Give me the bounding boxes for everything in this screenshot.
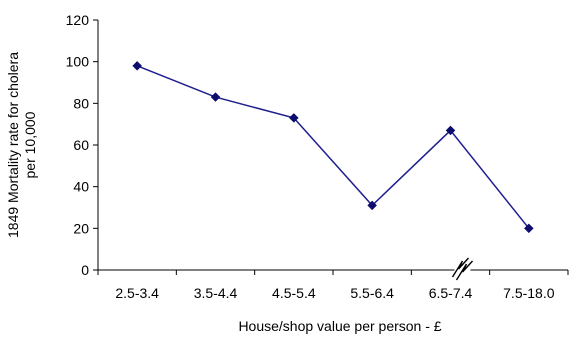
y-tick-label: 20 — [73, 220, 89, 236]
data-point — [132, 60, 143, 71]
y-axis-title-line: per 10,000 — [22, 111, 38, 178]
y-tick-label: 60 — [73, 137, 89, 153]
axis-break-line — [455, 260, 474, 281]
x-tick-label: 5.5-6.4 — [350, 285, 394, 301]
y-ticks: 0 20 40 60 80 100 120 — [66, 12, 98, 278]
data-point — [367, 200, 378, 211]
x-axis-title: House/shop value per person - £ — [238, 318, 441, 334]
series-line — [136, 65, 530, 229]
axis-break-mark — [451, 257, 474, 281]
data-point — [523, 223, 534, 234]
x-ticks: 2.5-3.4 3.5-4.4 4.5-5.4 5.5-6.4 6.5-7.4 7.5-1… — [97, 270, 569, 301]
x-tick-label: 7.5-18.0 — [503, 285, 555, 301]
y-tick-label: 100 — [66, 54, 90, 70]
x-tick-label: 2.5-3.4 — [115, 285, 159, 301]
data-point — [288, 113, 299, 123]
y-tick-label: 80 — [73, 95, 89, 111]
data-point — [210, 92, 221, 102]
x-tick-label: 6.5-7.4 — [429, 285, 473, 301]
x-tick-label: 4.5-5.4 — [272, 285, 316, 301]
y-tick-label: 40 — [73, 179, 89, 195]
series-group — [132, 60, 534, 234]
data-point — [445, 125, 456, 136]
y-tick-label: 0 — [81, 262, 89, 278]
y-tick-label: 120 — [66, 12, 90, 28]
y-axis-title-line: 1849 Mortality rate for cholera — [5, 52, 21, 238]
y-axis-title: 1849 Mortality rate for cholera per 10,00… — [5, 52, 38, 238]
x-tick-label: 3.5-4.4 — [194, 285, 238, 301]
axis-break-line — [451, 257, 470, 278]
